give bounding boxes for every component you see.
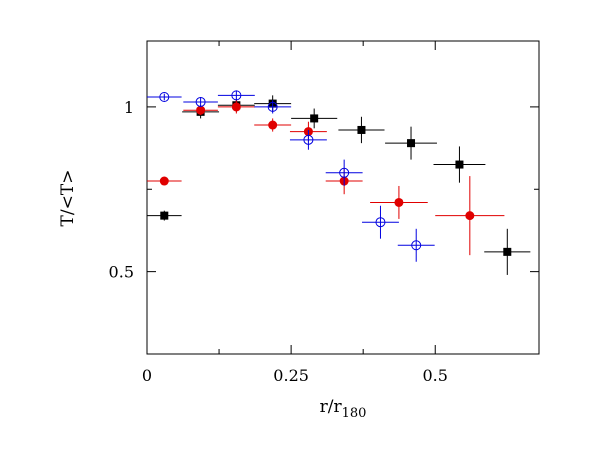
x-tick-label: 0.25 — [273, 366, 309, 385]
open-circle-marker — [267, 101, 278, 112]
square-marker — [310, 114, 319, 123]
open-circle-marker — [195, 96, 206, 107]
data-point — [484, 228, 531, 275]
open-circle-marker — [411, 240, 422, 251]
data-point — [362, 205, 399, 239]
data-point — [183, 96, 218, 107]
data-point — [147, 176, 182, 186]
data-point — [289, 129, 327, 150]
data-point — [217, 90, 255, 101]
data-point — [147, 210, 182, 221]
x-tick-label: 0.5 — [423, 366, 448, 385]
open-circle-marker — [159, 92, 170, 103]
square-marker — [503, 247, 512, 256]
square-marker — [455, 160, 464, 169]
filled-circle-marker — [465, 211, 475, 221]
open-circle-marker — [339, 167, 350, 178]
series-square — [147, 95, 531, 275]
series-filled-circle — [147, 100, 505, 256]
y-tick-label: 0.5 — [109, 263, 134, 282]
x-axis-label: r/r180 — [320, 397, 367, 421]
filled-circle-marker — [159, 176, 169, 186]
data-point — [291, 108, 338, 129]
axis-ticks: 0 0.25 0.5 0.5 1 — [109, 41, 539, 385]
data-point — [147, 92, 182, 103]
x-axis-label-subscript: 180 — [342, 406, 367, 421]
open-circle-marker — [231, 90, 242, 101]
data-point — [433, 146, 486, 183]
data-point — [254, 100, 292, 114]
x-tick-label: 0 — [142, 366, 152, 385]
data-point — [435, 176, 505, 256]
data-point — [385, 126, 437, 160]
x-axis-label-main: r/r — [320, 397, 343, 417]
square-marker — [357, 125, 366, 134]
data-point — [254, 118, 292, 132]
filled-circle-marker — [196, 105, 206, 115]
y-axis-label: T/<T> — [58, 170, 78, 227]
square-marker — [160, 211, 169, 220]
data-point — [325, 159, 363, 186]
data-point — [217, 100, 255, 114]
data-point — [397, 228, 435, 262]
series-open-circle — [147, 90, 435, 262]
filled-circle-marker — [394, 197, 404, 207]
filled-circle-marker — [231, 102, 241, 112]
data-point — [338, 116, 385, 144]
plot-frame — [146, 40, 540, 355]
open-circle-marker — [303, 134, 314, 145]
filled-circle-marker — [268, 120, 278, 130]
open-circle-marker — [375, 217, 386, 228]
plot-frame-group — [146, 40, 540, 355]
square-marker — [407, 139, 416, 148]
data-series — [147, 90, 531, 275]
y-tick-label: 1 — [124, 98, 134, 117]
data-point — [370, 185, 428, 219]
